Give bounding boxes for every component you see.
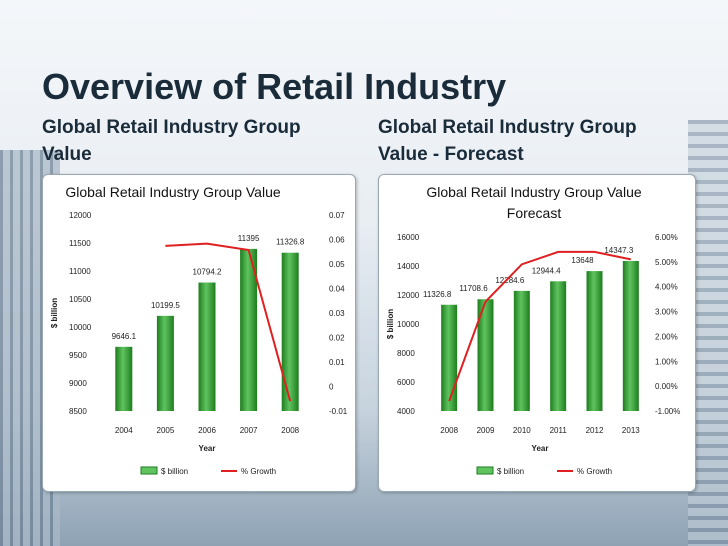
y-tick-label: 11000 [69,267,91,276]
left-chart-panel: Global Retail Industry Group Value 8500 90… [42,174,356,492]
y2-tick-label: -0.01 [329,407,348,416]
right-chart-heading: Global Retail Industry Group Value - For… [378,114,678,168]
bar [281,252,299,411]
x-tick-label: 2007 [240,426,258,435]
x-tick-label: 2006 [198,426,216,435]
y2-tick-label: 6.00% [655,233,678,242]
legend-bar-swatch [140,466,158,475]
x-axis-label: Year [199,444,216,453]
bar-value-label: 14347.3 [604,246,633,255]
y-tick-label: 14000 [397,262,420,271]
bar-value-label: 11326.8 [423,290,452,299]
x-tick-label: 2009 [477,426,495,435]
y-tick-label: 9000 [69,379,87,388]
legend-bar-label: $ billion [161,467,188,476]
x-tick-label: 2008 [440,426,458,435]
x-tick-label: 2013 [622,426,640,435]
x-tick-label: 2008 [281,426,299,435]
y2-tick-label: 1.00% [655,357,678,366]
bar [441,304,458,411]
y-tick-label: 10000 [69,323,92,332]
y2-tick-label: -1.00% [655,407,680,416]
legend-line-label: % Growth [577,467,612,476]
bar-value-label: 11708.6 [459,284,488,293]
y-tick-label: 4000 [397,407,415,416]
y-tick-label: 9500 [69,351,87,360]
x-tick-label: 2012 [586,426,604,435]
bar-value-label: 13648 [571,256,594,265]
y2-tick-label: 0.06 [329,236,345,245]
growth-line [448,250,632,402]
left-chart-heading-line1: Global Retail Industry Group [42,117,301,138]
bar [622,260,639,411]
x-axis-label: Year [532,444,549,453]
y2-tick-label: 0 [329,383,334,392]
left-chart-heading-line2: Value [42,144,92,165]
right-chart-heading-line2: Value - Forecast [378,144,524,165]
right-chart-heading-line1: Global Retail Industry Group [378,117,637,138]
y2-tick-label: 0.05 [329,260,345,269]
right-chart-panel: Global Retail Industry Group Value Foreca… [378,174,696,492]
bar-value-label: 10794.2 [193,268,222,277]
left-chart-heading: Global Retail Industry Group Value [42,114,342,168]
growth-line [165,242,292,402]
y2-tick-label: 0.02 [329,334,345,343]
y-tick-label: 8000 [397,349,415,358]
bar-value-label: 12284.6 [495,276,524,285]
bar [550,281,567,411]
x-tick-label: 2010 [513,426,531,435]
y2-tick-label: 0.07 [329,211,345,220]
legend-line-label: % Growth [241,467,276,476]
legend-bar-label: $ billion [497,467,524,476]
x-tick-label: 2005 [157,426,175,435]
y-tick-label: 8500 [69,407,87,416]
bar-value-label: 10199.5 [151,301,180,310]
bar [156,315,174,411]
y2-tick-label: 5.00% [655,258,678,267]
bar [477,299,494,411]
y2-tick-label: 0.01 [329,358,345,367]
y2-tick-label: 0.03 [329,309,345,318]
bar [240,248,258,411]
y2-tick-label: 0.04 [329,285,345,294]
y-axis-label: $ billion [386,309,395,339]
y2-tick-label: 0.00% [655,382,678,391]
bar-value-label: 11395 [238,234,260,243]
y2-tick-label: 4.00% [655,283,678,292]
y-tick-label: 11500 [69,239,91,248]
bar [586,271,603,411]
y-tick-label: 10000 [397,320,420,329]
y-tick-label: 16000 [397,233,420,242]
bar-value-label: 12944.4 [532,266,561,275]
y2-tick-label: 3.00% [655,308,678,317]
chart-title-line1: Global Retail Industry Group Value [426,184,642,200]
x-tick-label: 2011 [550,426,568,435]
legend-bar-swatch [476,466,494,475]
bar [115,346,133,411]
y-tick-label: 12000 [397,291,420,300]
x-tick-label: 2004 [115,426,133,435]
y-tick-label: 12000 [69,211,92,220]
y2-tick-label: 2.00% [655,332,678,341]
left-chart: Global Retail Industry Group Value 8500 90… [50,184,348,476]
page-title: Overview of Retail Industry [42,66,507,107]
right-chart: Global Retail Industry Group Value Foreca… [386,184,680,476]
chart-title-line2: Forecast [507,205,562,221]
bar [198,282,216,411]
bar-value-label: 9646.1 [112,332,137,341]
y-tick-label: 6000 [397,378,415,387]
y-tick-label: 10500 [69,295,92,304]
y-axis-label: $ billion [50,298,59,328]
chart-title: Global Retail Industry Group Value [65,184,281,200]
bar-value-label: 11326.8 [276,238,305,247]
bar [513,290,530,411]
